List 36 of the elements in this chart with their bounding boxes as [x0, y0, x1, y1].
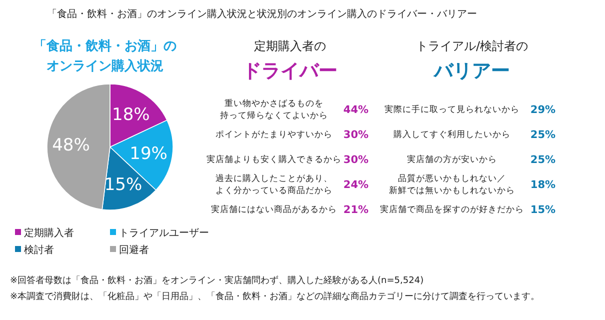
- chart-subtitle: 「食品・飲料・お酒」のオンライン購入状況: [34, 38, 176, 74]
- data-label: 30%: [343, 154, 370, 166]
- category-label: 品質が悪いかもしれない／新鮮では無いかもしれないから: [389, 173, 515, 196]
- category-label: 実店舗にはない商品があるから: [211, 204, 337, 215]
- text: ※本調査で消費財は、「化粧品」や「日用品」、「食品・飲料・お酒」などの詳細な商品カテゴリーに分けて調査を行っています。: [10, 291, 540, 302]
- data-label: 29%: [530, 104, 556, 116]
- category-label: 実店舗で商品を探すのが好きだから: [380, 204, 524, 215]
- text: ドライバー: [242, 60, 338, 82]
- text: 定期購入者の: [254, 39, 326, 53]
- data-label: 48%: [52, 136, 90, 156]
- text: バリアー: [433, 60, 510, 82]
- data-label: 24%: [343, 179, 370, 191]
- legend-label: 検討者: [24, 244, 54, 256]
- data-label: 25%: [530, 129, 556, 141]
- data-label: 25%: [530, 154, 556, 166]
- category-label: ポイントがたまりやすいから: [216, 130, 332, 140]
- legend-label: 定期購入者: [24, 227, 74, 239]
- data-label: 19%: [130, 144, 168, 164]
- category-label: 実際に手に取って見られないから: [384, 104, 520, 115]
- text: 「食品・飲料・お酒」のオンライン購入状況と状況別のオンライン購入のドライバー・バリアー: [47, 8, 477, 20]
- data-label: 21%: [343, 204, 370, 216]
- data-label: 15%: [530, 204, 556, 216]
- category-label: 実店舗よりも安く購入できるから: [206, 154, 342, 165]
- category-label: 重い物やかさばるものを持って帰らなくてよいから: [220, 98, 328, 121]
- text: トライアル/検討者の: [416, 39, 528, 53]
- category-label: 購入してすぐ利用したいから: [394, 129, 510, 140]
- text: ※回答者母数は「食品・飲料・お酒」をオンライン・実店舗問わず、購入した経験がある人(n=5,524): [10, 275, 424, 286]
- data-label: 18%: [112, 105, 150, 126]
- category-label: 実店舗の方が安いから: [407, 154, 497, 165]
- category-label: 過去に購入したことがあり、よく分かっている商品だから: [216, 173, 332, 196]
- data-label: 18%: [530, 179, 556, 191]
- legend-label: 回避者: [119, 244, 149, 256]
- legend-label: トライアルユーザー: [119, 228, 209, 239]
- data-label: 44%: [343, 104, 370, 116]
- data-label: 15%: [104, 174, 142, 195]
- data-label: 30%: [343, 129, 370, 141]
